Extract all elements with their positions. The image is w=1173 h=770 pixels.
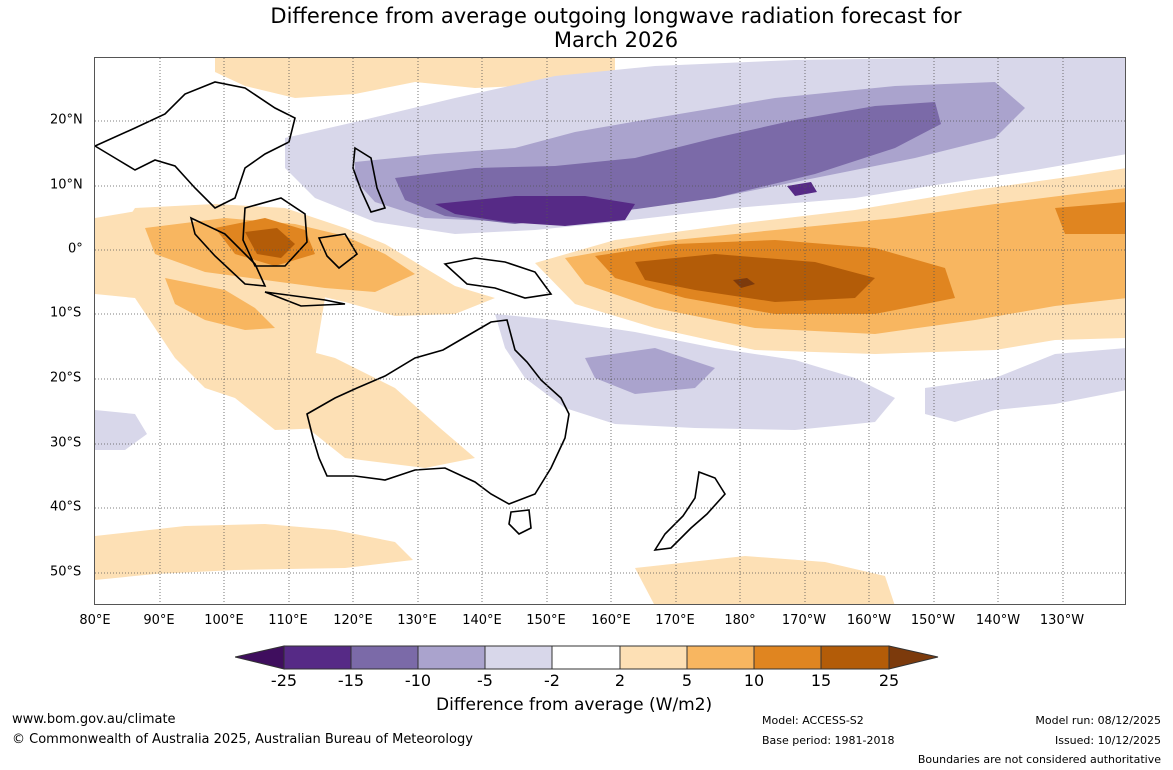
colorbar-tick-2: -15 [337, 671, 365, 690]
colorbar-cell-6 [619, 645, 688, 670]
colorbar-tick-1: -25 [270, 671, 298, 690]
colorbar-cell-5 [551, 645, 621, 670]
chart-title: Difference from average outgoing longwav… [0, 4, 1173, 52]
region-subtropics-light [925, 348, 1125, 422]
region-nw-pacific-dark [395, 102, 941, 224]
anomaly-map [94, 57, 1126, 605]
colorbar-tick-9: 15 [810, 671, 832, 690]
lat-label-10s: 10°S [50, 305, 82, 321]
footer-model: Model: ACCESS-S2 [762, 714, 864, 727]
colorbar-cell-9 [820, 645, 890, 670]
australia-coast [306, 319, 570, 505]
lon-label-90e: 90°E [143, 613, 175, 628]
colorbar-tick-4: -5 [477, 671, 493, 690]
colorbar-title: Difference from average (W/m2) [436, 695, 713, 715]
colorbar-tick-8: 10 [743, 671, 765, 690]
lon-label-80e: 80°E [79, 613, 111, 628]
region-south-pacific-light [635, 556, 895, 604]
colorbar-cell-8 [753, 645, 822, 670]
lon-label-140e: 140°E [462, 613, 502, 628]
lat-label-40s: 40°S [50, 499, 82, 515]
graticule [95, 58, 1125, 604]
colorbar-arrow-left [235, 645, 285, 670]
footer-disclaimer: Boundaries are not considered authoritat… [917, 753, 1161, 766]
colorbar-tick-3: -10 [404, 671, 432, 690]
region-borneo-core [245, 228, 295, 258]
region-core-small [787, 182, 817, 196]
region-n-pacific-light [215, 58, 615, 98]
asia-coast [95, 81, 296, 209]
map-canvas [95, 58, 1125, 604]
lat-label-0: 0° [68, 241, 83, 257]
colorbar-cell-2 [350, 645, 419, 670]
lon-label-160w: 160°W [846, 613, 892, 628]
region-equatorial-core [635, 254, 875, 302]
colorbar-tick-7: 5 [681, 671, 693, 690]
positive-anomaly-regions [95, 58, 1125, 604]
title-line-1: Difference from average outgoing longwav… [270, 4, 962, 28]
lon-label-170e: 170°E [655, 613, 695, 628]
colorbar-tick-6: 2 [614, 671, 626, 690]
footer-model-run: Model run: 08/12/2025 [1035, 714, 1161, 727]
lat-label-30s: 30°S [50, 435, 82, 451]
borneo-coast [242, 197, 308, 267]
lon-label-180: 180° [724, 613, 756, 628]
philippines-coast [352, 146, 387, 213]
footer-url[interactable]: www.bom.gov.au/climate [12, 712, 176, 727]
lon-label-140w: 140°W [975, 613, 1021, 628]
region-sw-indian-light [95, 410, 147, 450]
title-line-2: March 2026 [553, 28, 679, 52]
lon-label-160e: 160°E [591, 613, 631, 628]
region-east-pacific-dark [1055, 202, 1125, 234]
lon-label-130e: 130°E [397, 613, 437, 628]
colorbar-cell-3 [417, 645, 486, 670]
lat-label-50s: 50°S [50, 564, 82, 580]
lat-label-10n: 10°N [50, 177, 83, 193]
footer-base-period: Base period: 1981-2018 [762, 734, 895, 747]
lon-label-150w: 150°W [910, 613, 956, 628]
region-indian-mid [165, 278, 275, 330]
colorbar-tick-10: 25 [878, 671, 900, 690]
lat-label-20n: 20°N [50, 112, 83, 128]
colorbar-arrow-right [888, 645, 939, 670]
lat-label-20s: 20°S [50, 370, 82, 386]
lon-label-170w: 170°W [781, 613, 827, 628]
new-zealand-coast [653, 470, 726, 552]
new-guinea-coast [443, 257, 553, 299]
negative-anomaly-regions [95, 58, 1125, 450]
lon-label-120e: 120°E [333, 613, 373, 628]
colorbar-cell-7 [686, 645, 755, 670]
colorbar-tick-5: -2 [544, 671, 560, 690]
lon-label-130w: 130°W [1039, 613, 1085, 628]
sulawesi-coast [317, 233, 359, 270]
coastlines [95, 81, 726, 552]
region-coral-sea-mid [585, 348, 715, 394]
footer-issued: Issued: 10/12/2025 [1054, 734, 1161, 747]
region-core-max [733, 278, 755, 288]
footer-copyright: © Commonwealth of Australia 2025, Austra… [12, 732, 473, 747]
region-southern-light [95, 524, 413, 580]
colorbar-cell-1 [283, 645, 352, 670]
colorbar-cell-4 [484, 645, 553, 670]
region-nw-pacific-core [435, 196, 635, 226]
lon-label-110e: 110°E [268, 613, 308, 628]
sumatra-coast [189, 216, 267, 287]
colorbar [235, 645, 939, 670]
region-nw-australia-light [255, 338, 475, 468]
lon-label-100e: 100°E [204, 613, 244, 628]
lon-label-150e: 150°E [526, 613, 566, 628]
tasmania-coast [508, 509, 532, 535]
